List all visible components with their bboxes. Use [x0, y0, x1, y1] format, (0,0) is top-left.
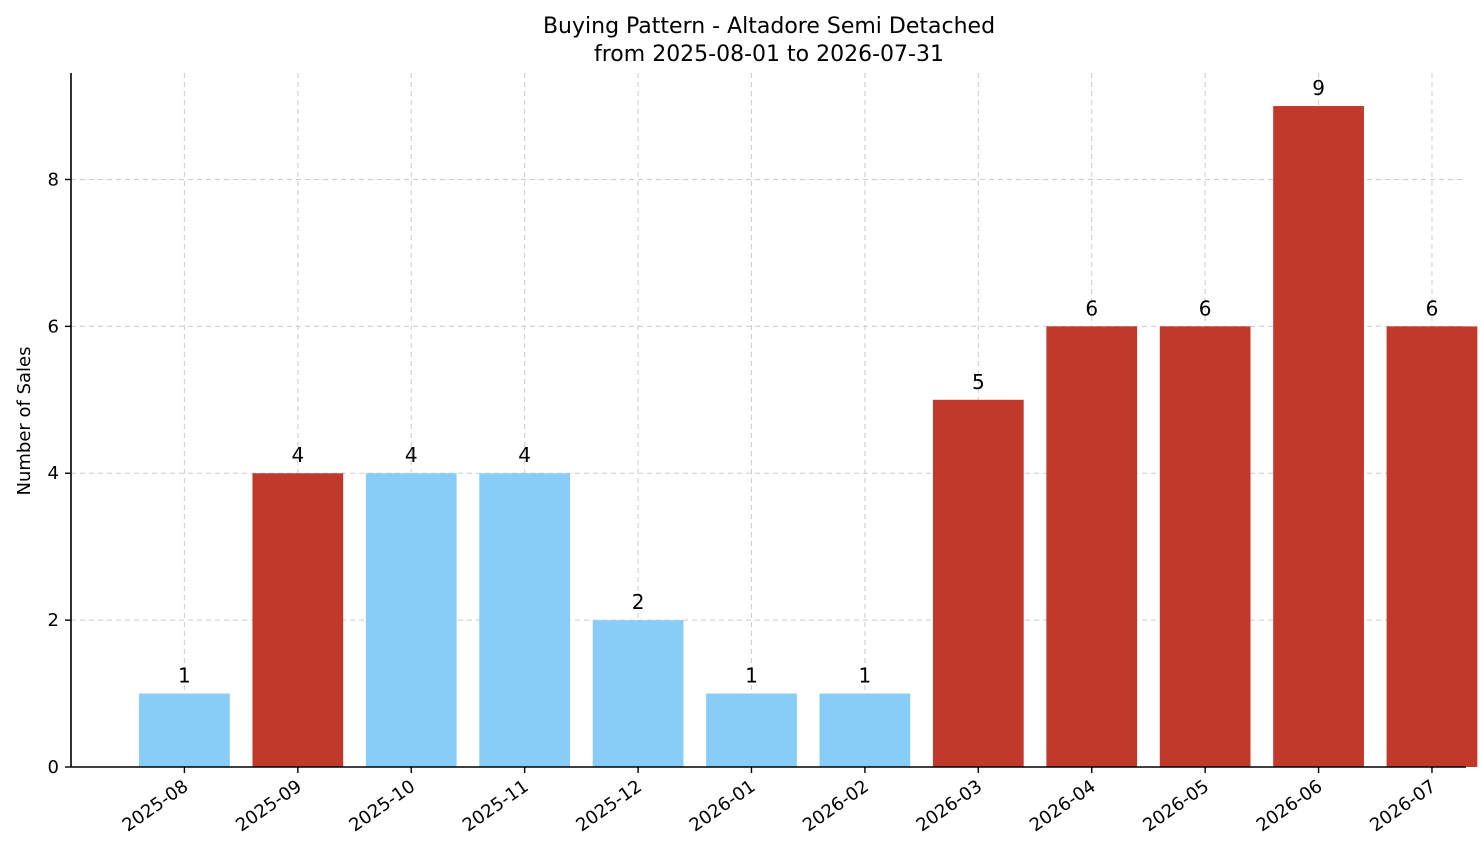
bar-2025-09	[252, 473, 344, 767]
bar-value-label: 5	[972, 370, 985, 394]
x-tick-label: 2026-01	[686, 776, 760, 836]
bar-value-label: 1	[745, 664, 758, 688]
chart-subtitle: from 2025-08-01 to 2026-07-31	[594, 42, 944, 67]
bar-2025-08	[139, 693, 230, 767]
bars-layer	[139, 106, 1478, 768]
x-tick-label: 2026-05	[1139, 776, 1213, 836]
y-tick-label: 2	[48, 610, 59, 631]
bar-2025-10	[365, 473, 457, 767]
x-tick-label: 2026-02	[799, 776, 873, 836]
bar-2026-05	[1159, 326, 1251, 767]
bar-2026-07	[1386, 326, 1478, 767]
bar-value-label: 2	[632, 590, 645, 614]
bar-value-label: 4	[518, 443, 531, 467]
bar-2025-12	[592, 620, 684, 767]
y-tick-label: 8	[48, 169, 59, 190]
y-axis-label: Number of Sales	[14, 346, 35, 495]
bar-2025-11	[479, 473, 571, 767]
x-tick-label: 2026-07	[1366, 776, 1440, 836]
bar-2026-01	[706, 693, 797, 767]
bar-value-label: 9	[1312, 76, 1325, 100]
x-tick-label: 2026-04	[1026, 776, 1100, 836]
bar-2026-03	[932, 399, 1024, 767]
bar-2026-04	[1046, 326, 1138, 767]
x-tick-label: 2025-10	[345, 776, 419, 836]
bar-value-label: 1	[859, 664, 872, 688]
bar-value-label: 6	[1199, 296, 1212, 320]
x-tick-label: 2025-12	[572, 776, 646, 836]
x-tick-label: 2026-06	[1253, 776, 1327, 836]
bar-2026-02	[819, 693, 911, 767]
bar-value-label: 4	[291, 443, 304, 467]
x-tick-label: 2026-03	[913, 776, 987, 836]
bar-value-label: 1	[178, 664, 191, 688]
x-tick-label: 2025-11	[459, 776, 533, 836]
y-tick-label: 6	[48, 316, 59, 337]
bar-2026-06	[1273, 106, 1364, 768]
x-tick-label: 2025-09	[232, 776, 306, 836]
y-tick-label: 4	[48, 463, 59, 484]
bar-value-label: 6	[1085, 296, 1098, 320]
chart-title: Buying Pattern - Altadore Semi Detached	[543, 14, 995, 39]
y-tick-label: 0	[48, 757, 59, 778]
axes-layer	[65, 73, 1466, 773]
bar-value-label: 4	[405, 443, 418, 467]
x-tick-label: 2025-08	[119, 776, 193, 836]
bar-value-label: 6	[1426, 296, 1439, 320]
